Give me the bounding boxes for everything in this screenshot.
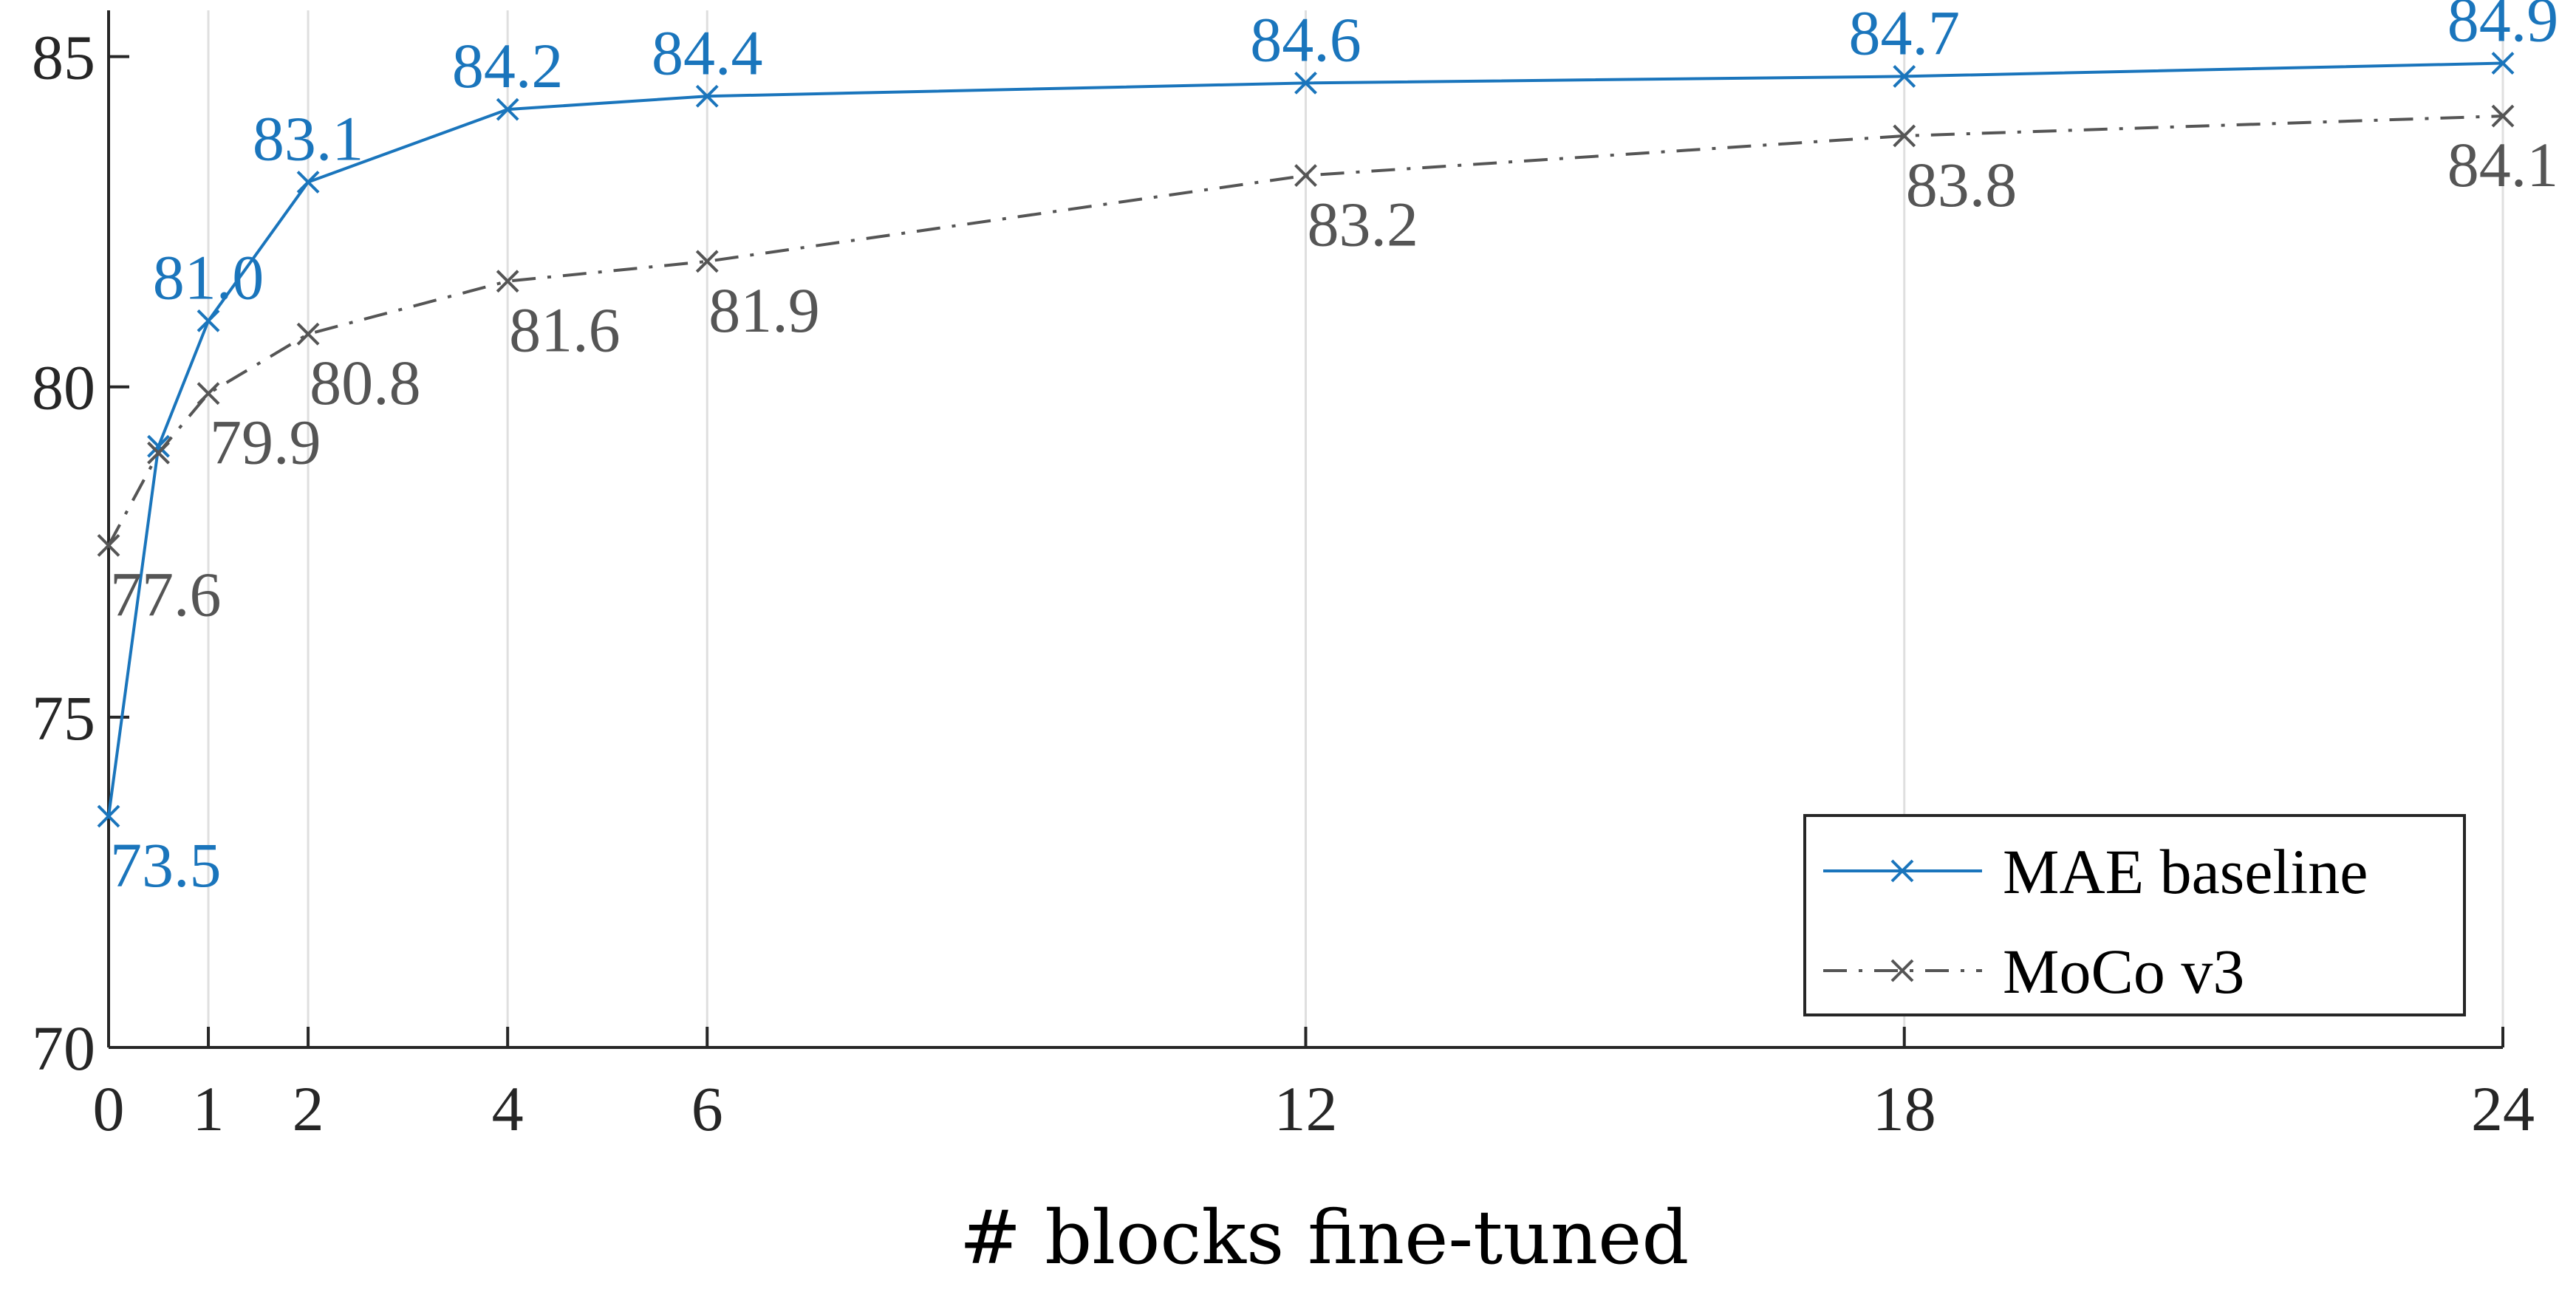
- data-point-marker: [1893, 65, 1916, 88]
- series-layer: [97, 52, 2515, 828]
- legend-entry: MoCo v3: [1823, 936, 2244, 1007]
- y-tick-label: 80: [32, 352, 95, 423]
- data-label: 84.4: [652, 17, 763, 88]
- data-point-marker: [496, 270, 519, 293]
- data-label: 84.6: [1250, 4, 1362, 75]
- data-label: 83.2: [1308, 189, 1419, 260]
- data-labels: 73.5 81.0 83.1 84.2 84.4 84.6 84.7 84.9 77.6 79.9…: [110, 0, 2558, 900]
- data-point-marker: [695, 250, 719, 273]
- data-point-marker: [197, 382, 220, 406]
- y-tick-label: 85: [32, 22, 95, 93]
- x-tick-label: 18: [1873, 1073, 1936, 1144]
- data-point-marker: [97, 804, 120, 828]
- data-label: 84.7: [1849, 0, 1961, 68]
- x-tick-label: 24: [2471, 1073, 2535, 1144]
- data-label: 81.9: [708, 275, 820, 346]
- legend-label: MAE baseline: [2003, 836, 2368, 907]
- data-point-marker: [2491, 104, 2515, 128]
- data-point-marker: [2491, 52, 2515, 75]
- data-label: 79.9: [210, 407, 321, 478]
- x-tick-label: 12: [1274, 1073, 1338, 1144]
- legend-entry: MAE baseline: [1823, 836, 2368, 907]
- data-point-marker: [197, 309, 220, 332]
- data-point-marker: [147, 434, 170, 458]
- data-label: 77.6: [110, 558, 222, 629]
- y-tick-label: 70: [32, 1013, 95, 1084]
- data-point-marker: [695, 84, 719, 108]
- y-tick-label: 75: [32, 683, 95, 753]
- data-point-marker: [1294, 164, 1317, 187]
- data-label: 84.2: [452, 30, 564, 101]
- x-tick-label: 1: [193, 1073, 225, 1144]
- legend-box: [1803, 814, 2466, 1016]
- data-label: 73.5: [110, 830, 222, 900]
- data-point-marker: [1294, 71, 1317, 95]
- data-label: 84.1: [2447, 129, 2559, 200]
- data-point-marker: [97, 533, 120, 557]
- x-axis-label: # blocks fine-tuned: [960, 1194, 1690, 1281]
- x-tick-label: 4: [492, 1073, 524, 1144]
- data-label: 81.0: [153, 242, 264, 312]
- data-point-marker: [296, 171, 320, 194]
- data-label: 81.6: [509, 295, 621, 366]
- data-point-marker: [496, 98, 519, 121]
- x-tick-label: 2: [293, 1073, 324, 1144]
- data-label: 83.8: [1906, 149, 2018, 220]
- legend-label: MoCo v3: [2003, 936, 2244, 1007]
- data-point-marker: [147, 441, 170, 465]
- x-tick-label: 0: [93, 1073, 125, 1144]
- legend: MAE baseline MoCo v3: [1803, 814, 2466, 1016]
- data-point-marker: [296, 322, 320, 346]
- data-label: 83.1: [253, 103, 364, 174]
- data-label: 80.8: [310, 347, 421, 418]
- data-label: 84.9: [2447, 0, 2559, 55]
- x-tick-label: 6: [691, 1073, 723, 1144]
- data-point-marker: [1893, 124, 1916, 148]
